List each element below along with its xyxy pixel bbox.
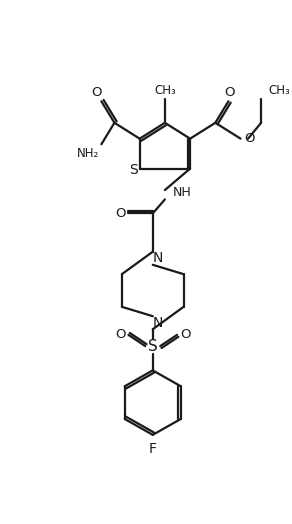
Text: S: S	[129, 162, 138, 177]
Text: NH: NH	[172, 187, 191, 199]
Text: S: S	[148, 339, 158, 354]
Text: O: O	[115, 207, 125, 220]
Text: CH₃: CH₃	[269, 84, 290, 96]
Text: O: O	[244, 132, 255, 145]
Text: N: N	[152, 316, 163, 330]
Text: CH₃: CH₃	[154, 84, 176, 96]
Text: F: F	[149, 442, 157, 456]
Text: O: O	[91, 86, 102, 100]
Text: O: O	[224, 86, 234, 100]
Text: O: O	[180, 329, 191, 341]
Text: NH₂: NH₂	[77, 147, 99, 160]
Text: N: N	[152, 252, 163, 265]
Text: O: O	[115, 329, 125, 341]
